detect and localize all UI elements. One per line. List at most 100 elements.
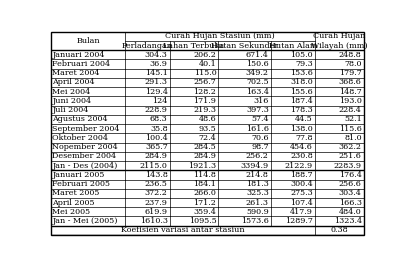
Text: 163.4: 163.4 — [246, 88, 269, 96]
Text: 3394.9: 3394.9 — [241, 162, 269, 170]
Text: 155.6: 155.6 — [290, 88, 313, 96]
Text: 304.3: 304.3 — [145, 51, 168, 59]
Text: 454.6: 454.6 — [290, 143, 313, 151]
Text: 52.1: 52.1 — [344, 115, 362, 124]
Text: 318.0: 318.0 — [290, 78, 313, 87]
Text: 2122.9: 2122.9 — [285, 162, 313, 170]
Text: 187.4: 187.4 — [290, 97, 313, 105]
Text: 148.7: 148.7 — [339, 88, 362, 96]
Text: 275.3: 275.3 — [290, 189, 313, 197]
Text: 397.3: 397.3 — [246, 106, 269, 114]
Text: 70.6: 70.6 — [251, 134, 269, 142]
Text: 303.4: 303.4 — [339, 189, 362, 197]
Text: 228.9: 228.9 — [145, 106, 168, 114]
Text: 184.1: 184.1 — [194, 180, 217, 188]
Text: 44.5: 44.5 — [295, 115, 313, 124]
Text: Januari 2004: Januari 2004 — [53, 51, 105, 59]
Text: 230.8: 230.8 — [290, 152, 313, 161]
Text: 166.3: 166.3 — [339, 199, 362, 207]
Text: 48.6: 48.6 — [199, 115, 217, 124]
Text: 206.2: 206.2 — [194, 51, 217, 59]
Text: 178.3: 178.3 — [290, 106, 313, 114]
Text: 2283.9: 2283.9 — [334, 162, 362, 170]
Text: Hutan Sekunder: Hutan Sekunder — [211, 41, 278, 50]
Text: 124: 124 — [152, 97, 168, 105]
Text: Desember 2004: Desember 2004 — [53, 152, 116, 161]
Text: 1921.3: 1921.3 — [188, 162, 217, 170]
Text: 236.5: 236.5 — [145, 180, 168, 188]
Text: 590.9: 590.9 — [246, 208, 269, 216]
Text: 0.38: 0.38 — [330, 226, 348, 234]
Text: 702.5: 702.5 — [246, 78, 269, 87]
Text: 35.8: 35.8 — [150, 125, 168, 133]
Text: April 2005: April 2005 — [53, 199, 95, 207]
Text: 1095.5: 1095.5 — [189, 217, 217, 225]
Text: 362.2: 362.2 — [339, 143, 362, 151]
Text: 671.4: 671.4 — [246, 51, 269, 59]
Text: 161.6: 161.6 — [246, 125, 269, 133]
Text: 368.6: 368.6 — [339, 78, 362, 87]
Text: Perladangan: Perladangan — [122, 41, 173, 50]
Text: 36.9: 36.9 — [150, 60, 168, 68]
Text: Oktober 2004: Oktober 2004 — [53, 134, 108, 142]
Text: 181.3: 181.3 — [246, 180, 269, 188]
Text: 284.9: 284.9 — [194, 152, 217, 161]
Text: 143.8: 143.8 — [145, 171, 168, 179]
Text: Hutan Alam: Hutan Alam — [269, 41, 317, 50]
Text: 365.7: 365.7 — [145, 143, 168, 151]
Text: Februari 2005: Februari 2005 — [53, 180, 110, 188]
Text: 78.0: 78.0 — [344, 60, 362, 68]
Text: 284.9: 284.9 — [145, 152, 168, 161]
Text: 81.0: 81.0 — [344, 134, 362, 142]
Text: Curah Hujan Stasiun (mm): Curah Hujan Stasiun (mm) — [165, 32, 275, 40]
Text: 214.8: 214.8 — [246, 171, 269, 179]
Text: 256.2: 256.2 — [246, 152, 269, 161]
Text: 2115.0: 2115.0 — [140, 162, 168, 170]
Text: Lahan Terbuka: Lahan Terbuka — [163, 41, 225, 50]
Text: 325.3: 325.3 — [246, 189, 269, 197]
Text: 1289.7: 1289.7 — [285, 217, 313, 225]
Text: 256.6: 256.6 — [339, 180, 362, 188]
Text: 188.7: 188.7 — [290, 171, 313, 179]
Text: 248.8: 248.8 — [339, 51, 362, 59]
Text: 193.0: 193.0 — [339, 97, 362, 105]
Text: Maret 2005: Maret 2005 — [53, 189, 100, 197]
Text: 153.6: 153.6 — [290, 69, 313, 77]
Text: 349.2: 349.2 — [246, 69, 269, 77]
Text: 98.7: 98.7 — [251, 143, 269, 151]
Text: 372.2: 372.2 — [145, 189, 168, 197]
Text: 1573.6: 1573.6 — [241, 217, 269, 225]
Text: 1610.3: 1610.3 — [140, 217, 168, 225]
Text: 179.7: 179.7 — [339, 69, 362, 77]
Text: 237.9: 237.9 — [145, 199, 168, 207]
Text: 105.0: 105.0 — [290, 51, 313, 59]
Text: 228.4: 228.4 — [339, 106, 362, 114]
Text: 256.7: 256.7 — [194, 78, 217, 87]
Text: 114.8: 114.8 — [194, 171, 217, 179]
Text: Curah Hujan
Wilayah (mm): Curah Hujan Wilayah (mm) — [311, 32, 368, 50]
Text: 77.8: 77.8 — [296, 134, 313, 142]
Text: 619.9: 619.9 — [145, 208, 168, 216]
Text: Nopember 2004: Nopember 2004 — [53, 143, 118, 151]
Text: Juli 2004: Juli 2004 — [53, 106, 89, 114]
Text: 145.1: 145.1 — [145, 69, 168, 77]
Text: 1323.4: 1323.4 — [334, 217, 362, 225]
Text: 57.4: 57.4 — [251, 115, 269, 124]
Text: 284.5: 284.5 — [194, 143, 217, 151]
Text: Mei 2004: Mei 2004 — [53, 88, 90, 96]
Text: Koefisien variasi antar stasiun: Koefisien variasi antar stasiun — [121, 226, 244, 234]
Text: Bulan: Bulan — [76, 37, 100, 45]
Text: 417.9: 417.9 — [290, 208, 313, 216]
Text: 93.5: 93.5 — [199, 125, 217, 133]
Text: 261.3: 261.3 — [246, 199, 269, 207]
Text: 219.3: 219.3 — [194, 106, 217, 114]
Text: 150.6: 150.6 — [246, 60, 269, 68]
Text: 359.4: 359.4 — [194, 208, 217, 216]
Text: Januari 2005: Januari 2005 — [53, 171, 105, 179]
Text: Agustus 2004: Agustus 2004 — [53, 115, 108, 124]
Text: 107.4: 107.4 — [290, 199, 313, 207]
Text: 251.6: 251.6 — [339, 152, 362, 161]
Text: Jan - Mei (2005): Jan - Mei (2005) — [53, 217, 118, 225]
Text: Juni 2004: Juni 2004 — [53, 97, 91, 105]
Text: September 2004: September 2004 — [53, 125, 120, 133]
